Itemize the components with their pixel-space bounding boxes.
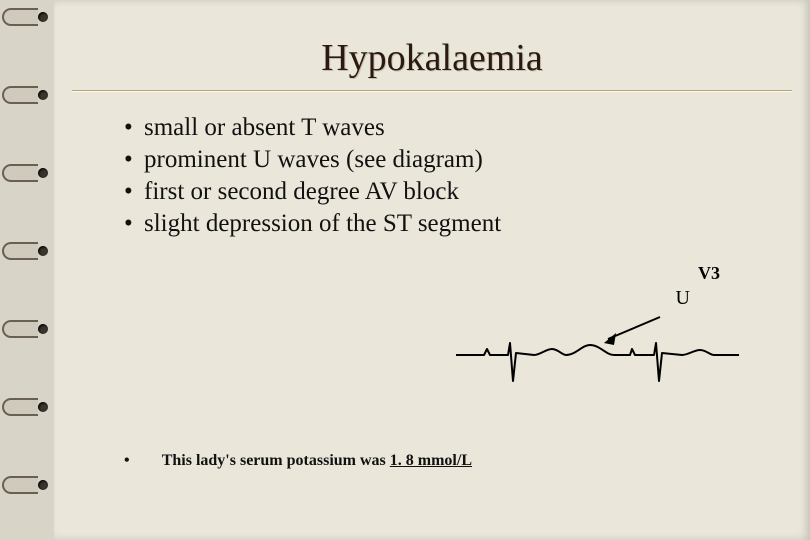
u-wave-label: U bbox=[676, 287, 690, 310]
bullet-text: first or second degree AV block bbox=[144, 176, 459, 208]
bullet-item: • prominent U waves (see diagram) bbox=[124, 144, 750, 176]
binding-ring-icon bbox=[8, 320, 46, 338]
bullet-text: small or absent T waves bbox=[144, 112, 385, 144]
ecg-diagram: V3 U bbox=[454, 263, 754, 393]
bullet-text: slight depression of the ST segment bbox=[144, 208, 501, 240]
slide-title: Hypokalaemia bbox=[54, 36, 810, 80]
bullet-dot-icon: • bbox=[124, 176, 144, 208]
title-underline bbox=[72, 90, 792, 92]
bullet-item: • first or second degree AV block bbox=[124, 176, 750, 208]
slide-page: Hypokalaemia • small or absent T waves •… bbox=[54, 0, 810, 540]
footnote: • This lady's serum potassium was 1. 8 m… bbox=[124, 452, 472, 470]
binding-ring-icon bbox=[8, 398, 46, 416]
ecg-trace bbox=[454, 309, 754, 393]
lead-label: V3 bbox=[698, 263, 720, 284]
bullet-item: • slight depression of the ST segment bbox=[124, 208, 750, 240]
arrow-icon bbox=[604, 317, 660, 345]
footnote-value: 1. 8 mmol/L bbox=[390, 452, 472, 469]
ecg-waveform bbox=[456, 343, 739, 381]
bullet-item: • small or absent T waves bbox=[124, 112, 750, 144]
binding-ring-icon bbox=[8, 164, 46, 182]
bullet-text: prominent U waves (see diagram) bbox=[144, 144, 483, 176]
binding-ring-icon bbox=[8, 86, 46, 104]
binding-ring-icon bbox=[8, 476, 46, 494]
binding-ring-icon bbox=[8, 8, 46, 26]
bullet-list: • small or absent T waves • prominent U … bbox=[124, 112, 750, 240]
bullet-dot-icon: • bbox=[124, 144, 144, 176]
spiral-binding bbox=[0, 0, 54, 540]
bullet-dot-icon: • bbox=[124, 208, 144, 240]
bullet-dot-icon: • bbox=[124, 452, 158, 470]
footnote-prefix: This lady's serum potassium was bbox=[162, 452, 390, 469]
bullet-dot-icon: • bbox=[124, 112, 144, 144]
binding-ring-icon bbox=[8, 242, 46, 260]
